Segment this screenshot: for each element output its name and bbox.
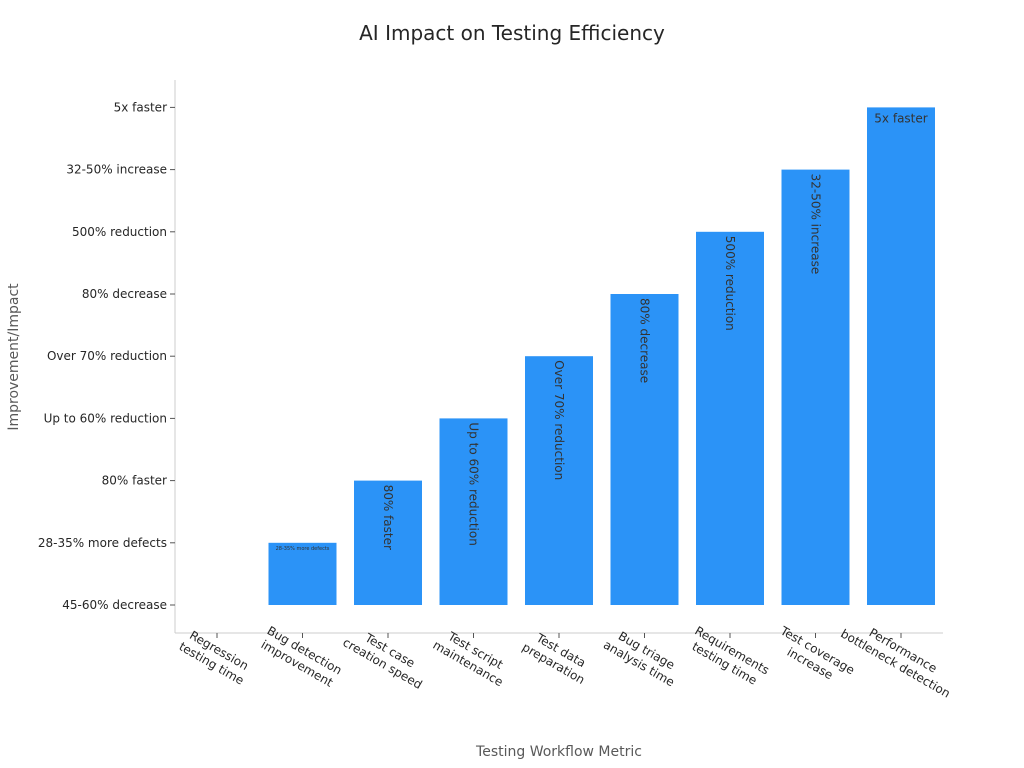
y-tick-label: 32-50% increase <box>66 163 167 177</box>
bar <box>696 231 764 606</box>
bar-value-label: 500% reduction <box>723 236 737 331</box>
y-tick-label: 45-60% decrease <box>62 598 167 612</box>
x-tick-label: Test datapreparation <box>520 627 595 687</box>
x-tick-label: Performancebottleneck detection <box>838 613 960 700</box>
y-ticks-group: 45-60% decrease 28-35% more defects 80% fa… <box>38 100 175 612</box>
x-tick-label: Bug detectionimprovement <box>257 623 344 690</box>
y-tick-label: 80% decrease <box>82 287 167 301</box>
y-tick-label: Over 70% reduction <box>47 349 167 363</box>
y-tick-label: 80% faster <box>102 474 167 488</box>
y-tick-label: Up to 60% reduction <box>44 411 167 425</box>
y-tick-label: 28-35% more defects <box>38 536 167 550</box>
bar <box>525 356 593 605</box>
bar <box>781 169 850 605</box>
bar-value-label: 80% decrease <box>638 298 652 383</box>
x-tick-label: Bug triageanalysis time <box>601 625 684 690</box>
x-tick-label: Requirementstesting time <box>685 624 772 691</box>
y-axis-label: Improvement/Impact <box>6 283 22 431</box>
bar-value-label: 28-35% more defects <box>276 546 330 552</box>
bar-value-label: 5x faster <box>874 111 927 125</box>
bar <box>867 107 935 606</box>
bar-value-label: Up to 60% reduction <box>467 422 481 545</box>
bar <box>354 480 422 605</box>
bar <box>439 418 508 605</box>
bars-group: 28-35% more defects 80% faster Up to 60% r… <box>268 107 935 606</box>
x-ticks-group: Regressiontesting time Bug detectionimpro… <box>177 613 960 700</box>
bar-value-label: Over 70% reduction <box>552 360 566 480</box>
x-tick-label: Test scriptmaintenance <box>430 625 513 689</box>
y-tick-label: 5x faster <box>114 100 167 114</box>
bar <box>268 542 337 605</box>
bar <box>610 294 679 605</box>
chart-title: AI Impact on Testing Efficiency <box>359 21 665 45</box>
y-tick-label: 500% reduction <box>72 225 167 239</box>
bar-value-label: 80% faster <box>381 485 395 550</box>
x-tick-label: Regressiontesting time <box>177 626 254 687</box>
x-axis-label: Testing Workflow Metric <box>475 744 642 760</box>
bar-value-label: 32-50% increase <box>809 174 823 275</box>
